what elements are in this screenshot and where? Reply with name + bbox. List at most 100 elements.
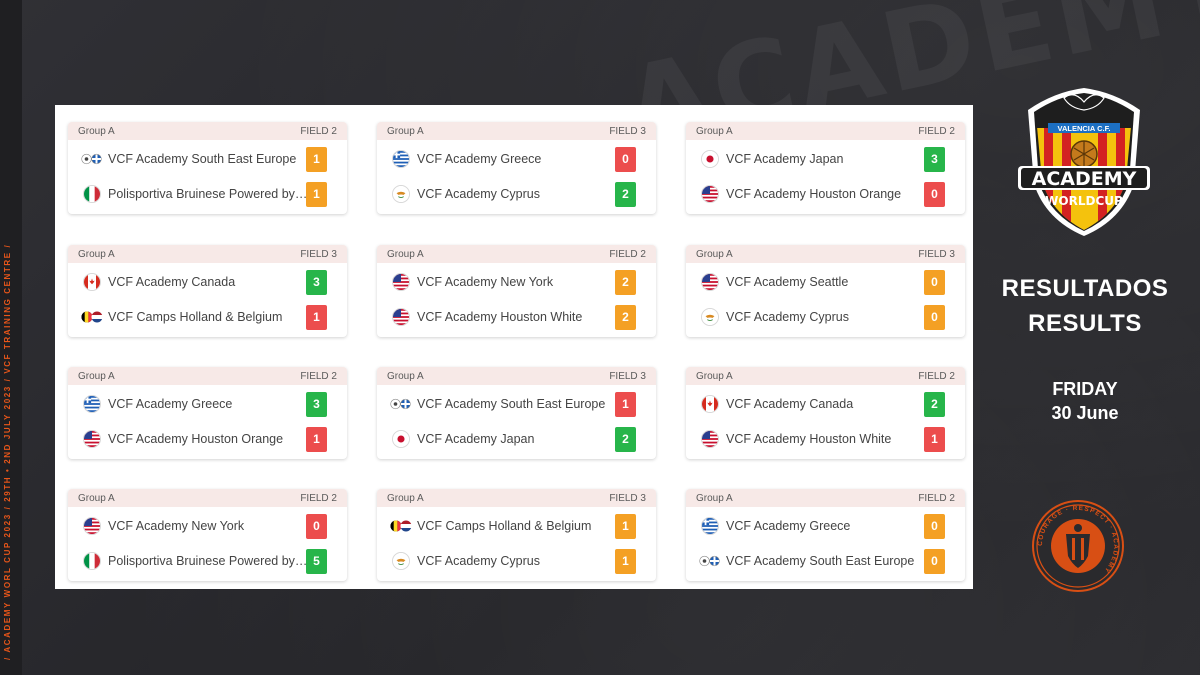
away-team-row: VCF Academy Houston White 2 [377,304,656,330]
match-card-header: Group A FIELD 2 [68,489,347,507]
group-label: Group A [387,125,424,137]
away-team-name: Polisportiva Bruinese Powered by VCF [108,187,308,201]
away-score-badge: 1 [924,426,945,452]
usa-flag-icon [392,273,410,291]
match-card-header: Group A FIELD 2 [686,367,965,385]
usa-flag-icon [83,430,101,448]
greece-flag-icon [83,395,101,413]
home-score-badge: 0 [924,269,945,295]
home-team-row: VCF Academy Greece 0 [377,146,656,172]
match-card[interactable]: Group A FIELD 3 VCF Academy Greece 0 VCF Aca… [377,122,656,214]
field-label: FIELD 2 [918,370,955,382]
match-card[interactable]: Group A FIELD 2 VCF Academy Greece 0 VCF Aca… [686,489,965,581]
field-label: FIELD 2 [300,370,337,382]
away-team-row: Polisportiva Bruinese Powered by VCF 5 [68,548,347,574]
academy-worldcup-logo: VALENCIA C.F. ACADEMY WORLDCUP [1018,88,1150,236]
field-label: FIELD 3 [609,492,646,504]
group-label: Group A [696,492,733,504]
field-label: FIELD 2 [609,248,646,260]
field-label: FIELD 2 [300,492,337,504]
away-team-row: VCF Camps Holland & Belgium 1 [68,304,347,330]
field-label: FIELD 3 [300,248,337,260]
field-label: FIELD 2 [300,125,337,137]
away-team-name: Polisportiva Bruinese Powered by VCF [108,554,308,568]
match-card-header: Group A FIELD 3 [686,245,965,263]
see-flag-icon [81,150,103,168]
home-team-name: VCF Camps Holland & Belgium [417,519,592,533]
home-team-row: VCF Academy New York 2 [377,269,656,295]
field-label: FIELD 2 [918,125,955,137]
home-team-row: VCF Academy Greece 0 [686,513,965,539]
group-label: Group A [696,248,733,260]
home-team-row: VCF Camps Holland & Belgium 1 [377,513,656,539]
away-score-badge: 2 [615,426,636,452]
away-team-name: VCF Academy Houston White [417,310,583,324]
group-label: Group A [78,492,115,504]
away-score-badge: 0 [924,181,945,207]
match-day: FRIDAY [1052,379,1118,399]
home-team-name: VCF Academy Canada [726,397,854,411]
side-strip: / ACADEMY WORL CUP 2023 / 29TH • 2ND JUL… [0,0,22,675]
match-card[interactable]: Group A FIELD 2 VCF Academy New York 0 Polis… [68,489,347,581]
match-card[interactable]: Group A FIELD 3 VCF Academy Seattle 0 VCF Ac… [686,245,965,337]
away-score-badge: 1 [306,304,327,330]
match-card[interactable]: Group A FIELD 3 VCF Academy Canada 3 VCF Cam… [68,245,347,337]
home-team-row: VCF Academy Seattle 0 [686,269,965,295]
field-label: FIELD 3 [609,370,646,382]
away-team-row: VCF Academy Cyprus 1 [377,548,656,574]
home-score-badge: 1 [615,513,636,539]
home-team-row: VCF Academy South East Europe 1 [377,391,656,417]
away-team-name: VCF Camps Holland & Belgium [108,310,283,324]
match-card-header: Group A FIELD 2 [686,489,965,507]
match-card[interactable]: Group A FIELD 2 VCF Academy Japan 3 VCF Acad… [686,122,965,214]
academy-badge: COURAGE · RESPECT · ACADEMY [1032,500,1124,592]
away-score-badge: 1 [306,426,327,452]
away-team-row: VCF Academy Houston Orange 0 [686,181,965,207]
home-score-badge: 2 [924,391,945,417]
home-score-badge: 0 [306,513,327,539]
home-team-row: VCF Academy Greece 3 [68,391,347,417]
group-label: Group A [696,125,733,137]
away-team-row: VCF Academy Houston White 1 [686,426,965,452]
cyprus-flag-icon [701,308,719,326]
away-team-name: VCF Academy Houston Orange [108,432,284,446]
greece-flag-icon [392,150,410,168]
home-team-name: VCF Academy Canada [108,275,236,289]
match-card[interactable]: Group A FIELD 2 VCF Academy Greece 3 VCF Aca… [68,367,347,459]
away-team-name: VCF Academy Houston Orange [726,187,902,201]
home-team-row: VCF Academy Canada 2 [686,391,965,417]
match-card[interactable]: Group A FIELD 3 VCF Academy South East Eur… [377,367,656,459]
home-score-badge: 3 [924,146,945,172]
japan-flag-icon [701,150,719,168]
away-team-row: VCF Academy Houston Orange 1 [68,426,347,452]
away-team-name: VCF Academy Houston White [726,432,892,446]
match-card[interactable]: Group A FIELD 2 VCF Academy South East Eur… [68,122,347,214]
away-score-badge: 5 [306,548,327,574]
japan-flag-icon [392,430,410,448]
usa-flag-icon [392,308,410,326]
group-label: Group A [78,248,115,260]
away-team-row: VCF Academy Cyprus 0 [686,304,965,330]
logo-club-name: VALENCIA C.F. [1058,124,1111,133]
field-label: FIELD 3 [609,125,646,137]
home-team-row: VCF Academy New York 0 [68,513,347,539]
usa-flag-icon [701,273,719,291]
match-card[interactable]: Group A FIELD 2 VCF Academy Canada 2 VCF Aca… [686,367,965,459]
match-card[interactable]: Group A FIELD 2 VCF Academy New York 2 VCF A… [377,245,656,337]
away-score-badge: 1 [306,181,327,207]
match-card-header: Group A FIELD 3 [377,489,656,507]
be-nl-flag-icon [81,308,103,326]
cyprus-flag-icon [392,552,410,570]
italy-flag-icon [83,185,101,203]
home-score-badge: 0 [924,513,945,539]
canada-flag-icon [701,395,719,413]
title-english: RESULTS [1028,310,1142,337]
match-card[interactable]: Group A FIELD 3 VCF Camps Holland & Belgiu… [377,489,656,581]
away-score-badge: 0 [924,304,945,330]
home-team-name: VCF Academy Seattle [726,275,849,289]
field-label: FIELD 2 [918,492,955,504]
home-score-badge: 1 [306,146,327,172]
results-panel: Group A FIELD 2 VCF Academy South East Eur… [55,105,973,589]
italy-flag-icon [83,552,101,570]
group-label: Group A [78,370,115,382]
